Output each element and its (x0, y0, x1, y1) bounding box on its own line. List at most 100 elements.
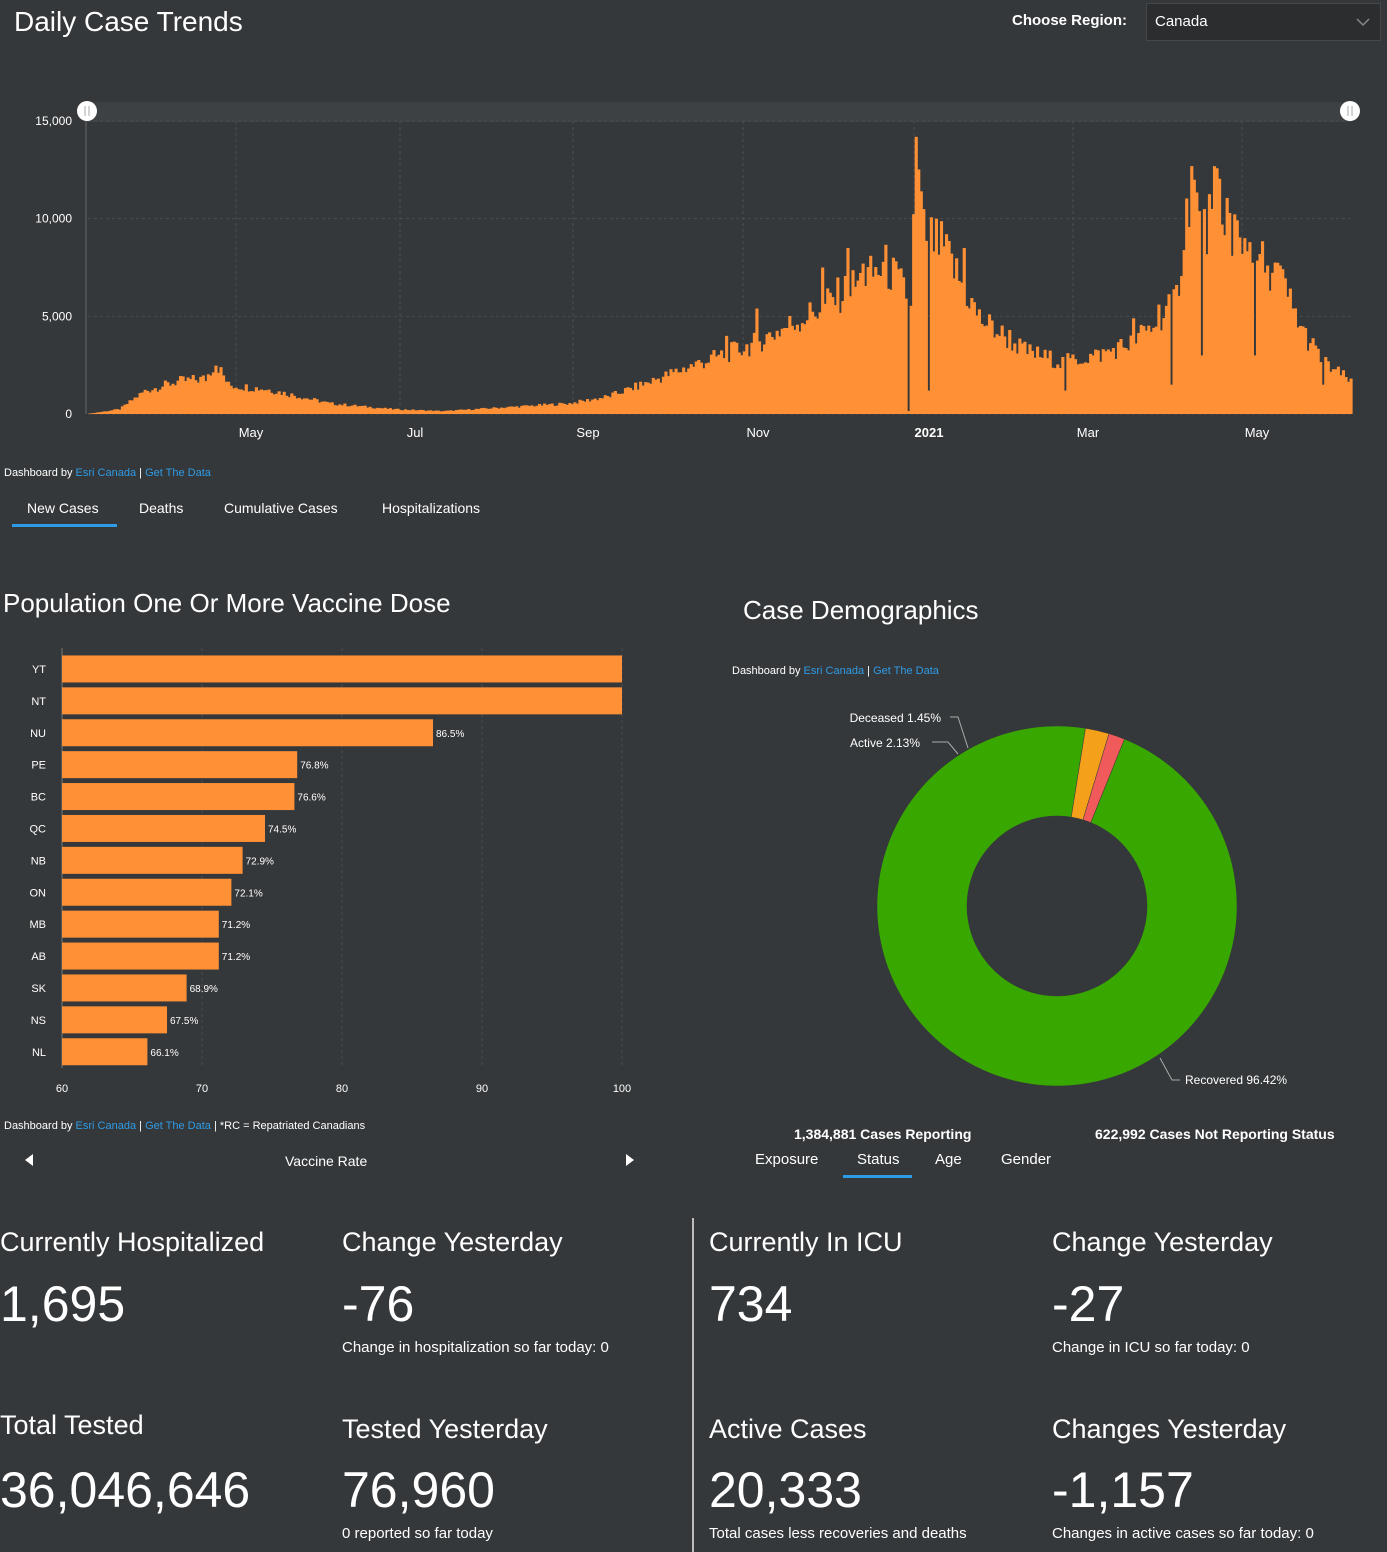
get-the-data-link[interactable]: Get The Data (145, 467, 211, 479)
case-bar (828, 292, 832, 414)
category-label: QC (30, 823, 47, 835)
case-bar (1142, 326, 1146, 414)
demographics-title: Case Demographics (743, 595, 979, 625)
case-bar (919, 191, 923, 414)
case-bar (404, 409, 408, 414)
case-bar (580, 400, 585, 414)
case-bar (345, 406, 349, 414)
tab-exposure[interactable]: Exposure (755, 1151, 819, 1168)
trends-attribution: Dashboard by Esri Canada | Get The Data (4, 467, 211, 479)
case-bar (848, 296, 853, 414)
get-the-data-link[interactable]: Get The Data (873, 665, 939, 677)
case-bar (747, 356, 751, 414)
region-select[interactable]: Canada (1146, 3, 1381, 41)
case-bar (1301, 326, 1305, 414)
esri-canada-link[interactable]: Esri Canada (803, 665, 865, 677)
case-bar (335, 405, 339, 414)
case-bar (95, 412, 99, 414)
case-bar (899, 268, 903, 414)
case-bar (649, 383, 653, 414)
case-bar (669, 369, 673, 414)
case-bar (487, 408, 491, 414)
case-bar (1339, 375, 1343, 414)
slice-label-active: Active 2.13% (850, 736, 920, 750)
case-bar (1023, 341, 1027, 414)
case-bar (133, 397, 137, 414)
case-bar (775, 330, 779, 414)
case-bar (242, 390, 246, 414)
daily-cases-chart: 0 5,000 10,000 15,000 May Jul Sep Nov 2021 Mar Ma… (35, 101, 1360, 440)
case-bar (947, 241, 951, 414)
case-bar (120, 406, 124, 414)
case-bar (1124, 348, 1128, 414)
case-bar (282, 391, 286, 414)
case-bar (684, 372, 688, 414)
range-slider-track[interactable] (86, 102, 1352, 122)
case-bar (1223, 235, 1227, 414)
case-bar (634, 382, 638, 414)
case-bar (1003, 336, 1007, 414)
case-bar (297, 397, 301, 414)
case-bar (393, 408, 398, 414)
case-bar (914, 136, 918, 414)
y-tick-label: 15,000 (35, 114, 72, 128)
tab-status-underline (843, 1175, 912, 1178)
case-bar (1015, 353, 1019, 414)
case-bar (168, 385, 173, 414)
case-bar (742, 351, 746, 414)
case-bar (338, 404, 342, 414)
case-bar (1215, 168, 1219, 414)
tab-deaths[interactable]: Deaths (139, 500, 184, 516)
cases-not-reporting: 622,992 Cases Not Reporting Status (1095, 1126, 1335, 1142)
tab-gender[interactable]: Gender (1001, 1151, 1052, 1168)
case-bar (148, 392, 152, 414)
icu-change-label: Change Yesterday (1052, 1227, 1273, 1257)
tab-hospitalizations[interactable]: Hospitalizations (382, 500, 481, 516)
case-bar (578, 399, 582, 414)
case-bar (201, 375, 205, 414)
case-bar (671, 372, 676, 414)
case-bar (1099, 361, 1103, 414)
case-bar (285, 395, 289, 414)
tab-status[interactable]: Status (857, 1151, 900, 1168)
case-bar (985, 325, 989, 414)
case-bar (1326, 361, 1330, 414)
case-bar (687, 368, 691, 414)
case-bar (482, 407, 486, 414)
case-bar (1245, 251, 1249, 414)
case-bar (922, 209, 926, 414)
case-bar (1273, 262, 1277, 414)
case-bar (1200, 355, 1204, 414)
case-bar (616, 393, 620, 414)
tab-new-cases[interactable]: New Cases (27, 500, 99, 516)
stats-divider (692, 1218, 694, 1552)
range-handle-right[interactable] (1340, 101, 1360, 121)
case-bar (181, 376, 185, 414)
caret-right-icon[interactable] (625, 1153, 635, 1167)
tested-yesterday-value: 76,960 (342, 1462, 495, 1518)
tab-age[interactable]: Age (935, 1151, 962, 1168)
range-handle-left[interactable] (77, 101, 97, 121)
esri-canada-link[interactable]: Esri Canada (75, 467, 137, 479)
case-bar (517, 407, 521, 414)
case-bar (1230, 255, 1234, 414)
case-bar (543, 403, 547, 414)
case-bar (1336, 366, 1340, 414)
case-bar (1154, 326, 1158, 414)
get-the-data-link[interactable]: Get The Data (145, 1120, 211, 1132)
tab-cumulative-cases[interactable]: Cumulative Cases (224, 500, 338, 516)
case-bar (328, 402, 332, 414)
case-bar (1192, 179, 1196, 414)
value-label: 67.5% (170, 1016, 198, 1027)
caret-left-icon[interactable] (24, 1153, 34, 1167)
case-bar (1025, 354, 1030, 414)
case-bar (474, 408, 478, 414)
vaccine-chart: YT NT NU 86.5% PE 76.8% BC 76.6% QC 74.5% NB 72.9% O… (30, 648, 631, 1095)
case-bar (267, 389, 271, 414)
active-value: 20,333 (709, 1462, 862, 1518)
esri-canada-link[interactable]: Esri Canada (75, 1120, 137, 1132)
case-bar (924, 240, 928, 414)
case-bar (1253, 355, 1257, 414)
case-bar (1030, 350, 1035, 414)
case-bar (960, 282, 964, 414)
